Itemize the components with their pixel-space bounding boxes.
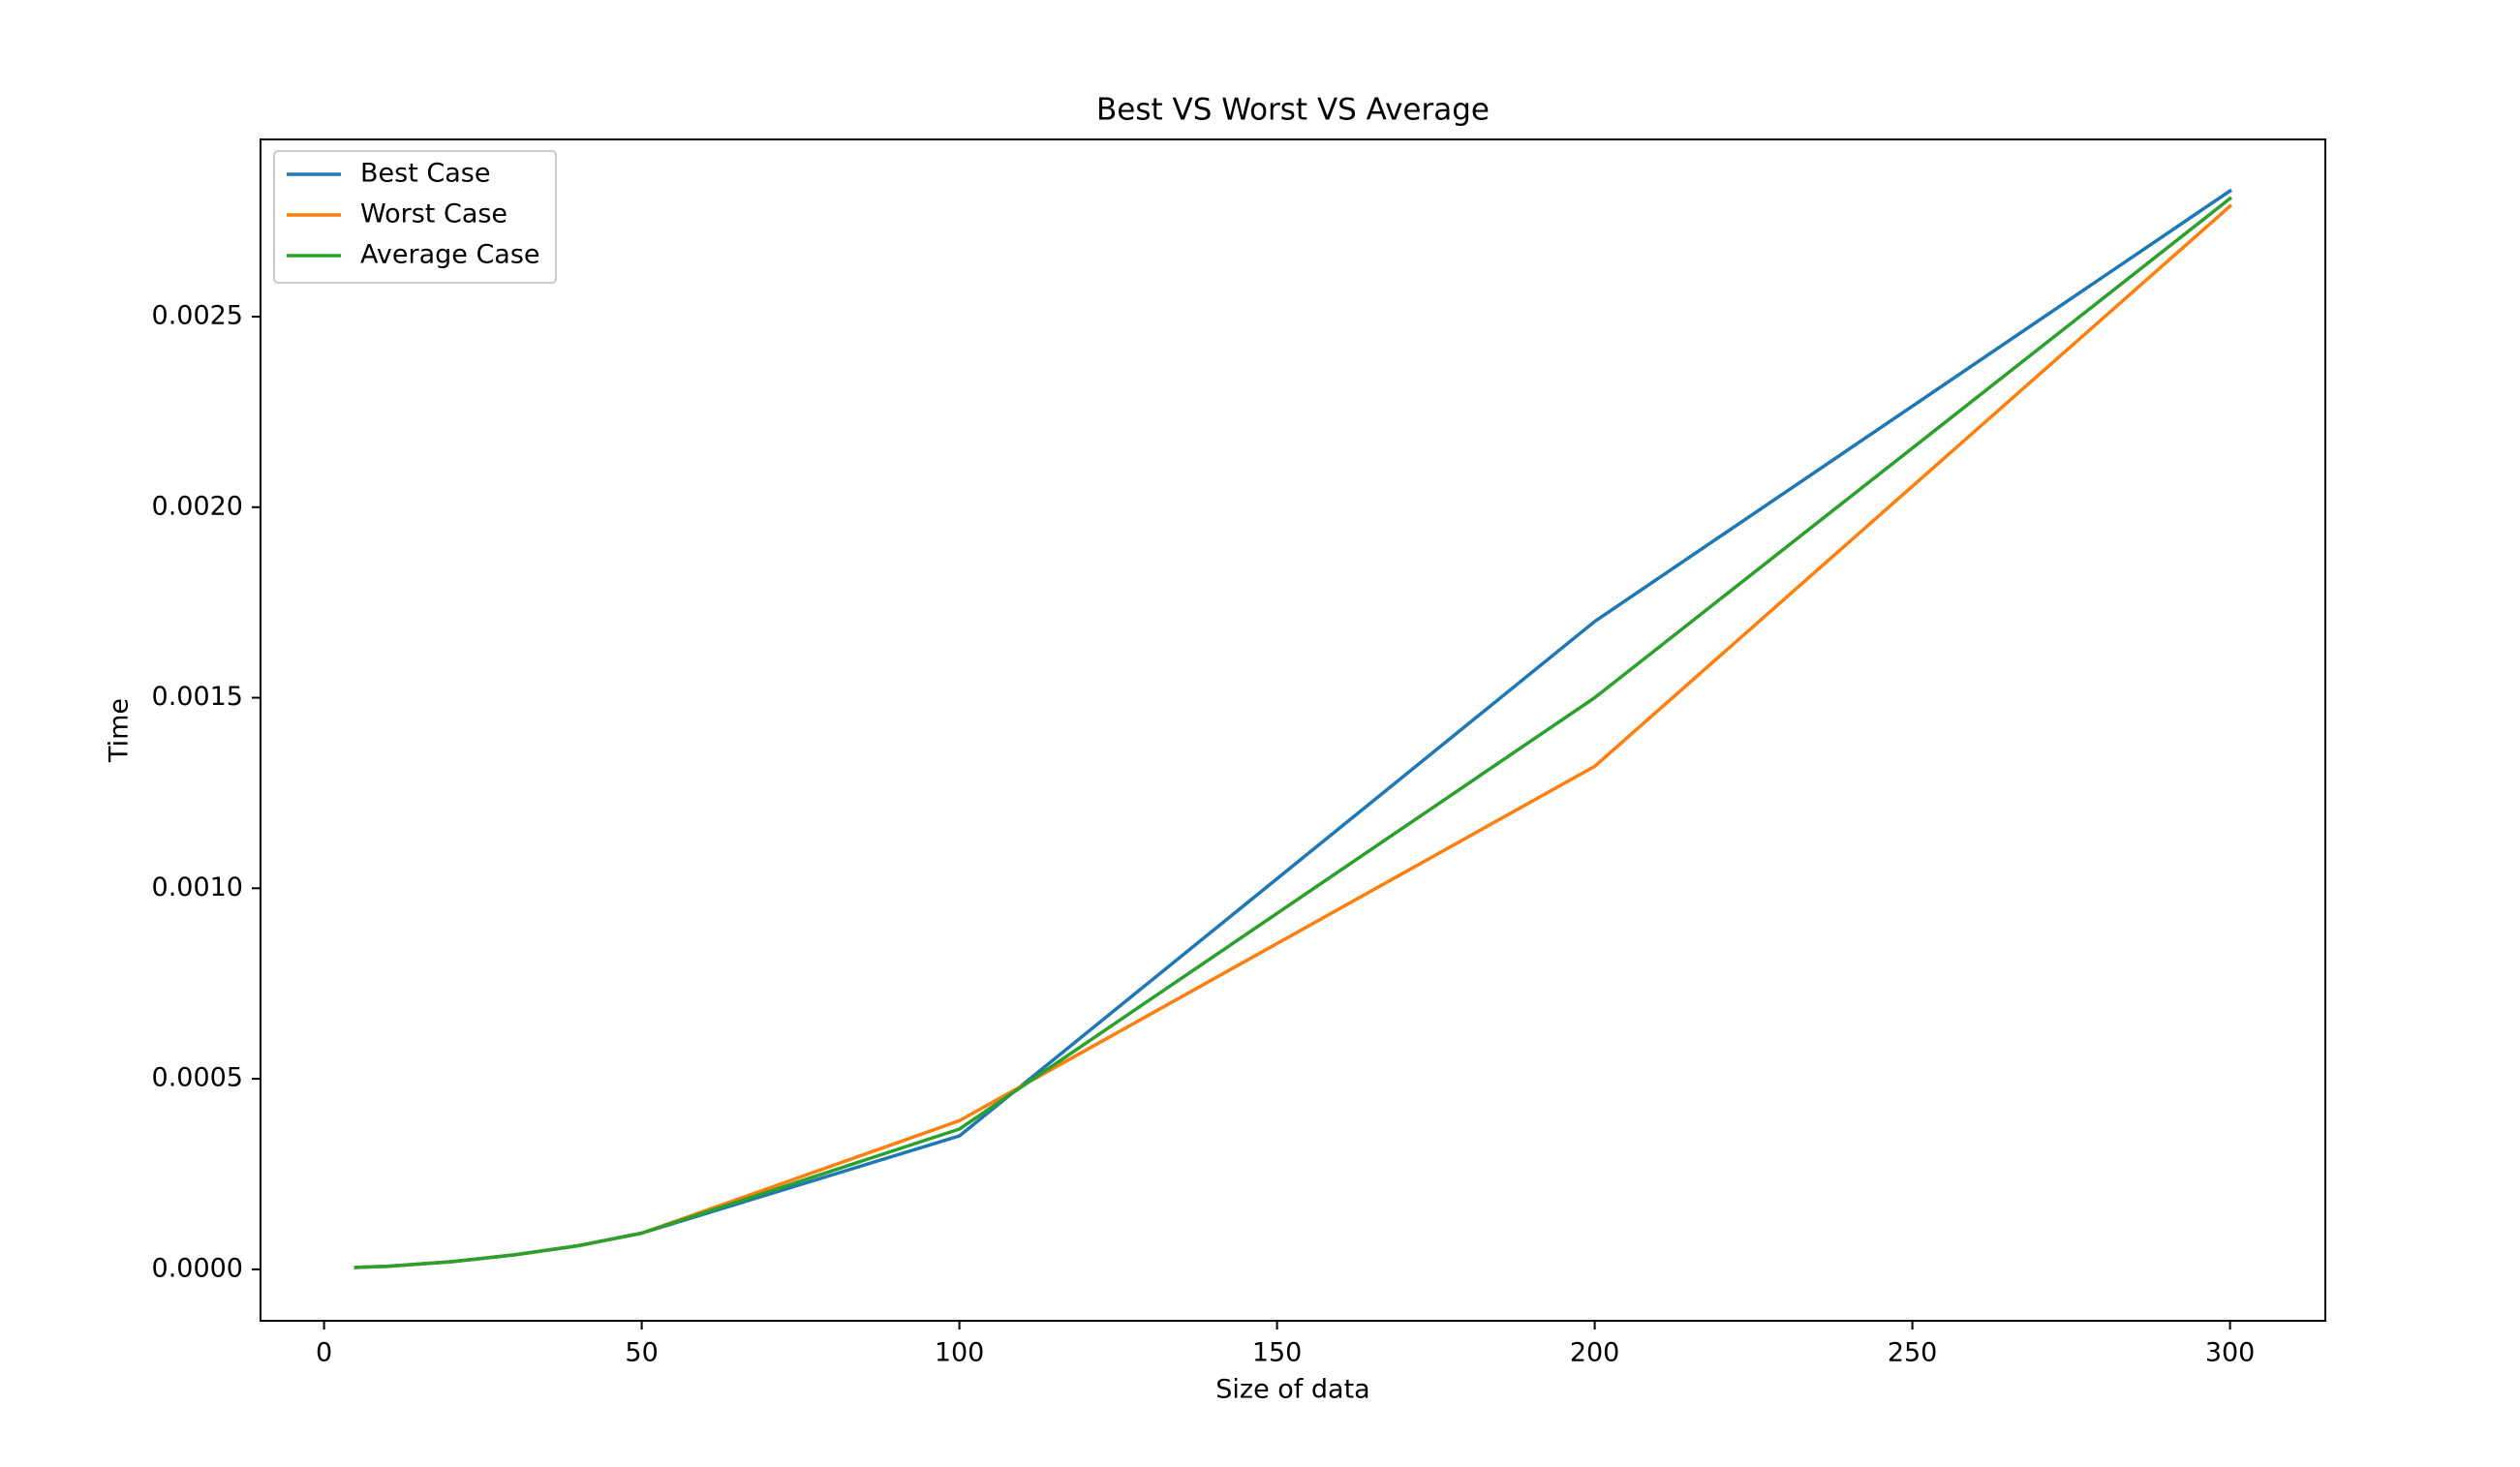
legend-label: Average Case bbox=[360, 240, 540, 270]
y-tick-label: 0.0005 bbox=[152, 1063, 243, 1093]
chart-title: Best VS Worst VS Average bbox=[1096, 93, 1490, 128]
legend-label: Best Case bbox=[360, 159, 490, 189]
x-tick-label: 50 bbox=[625, 1338, 658, 1368]
y-tick-label: 0.0020 bbox=[152, 491, 243, 521]
y-axis: 0.0000 0.0005 0.0010 0.0015 0.0020 0.0025 bbox=[152, 301, 261, 1283]
legend-label: Worst Case bbox=[360, 199, 507, 229]
x-axis: 0 50 100 150 200 250 300 bbox=[316, 1321, 2255, 1368]
x-tick-label: 0 bbox=[316, 1338, 332, 1368]
x-tick-label: 150 bbox=[1252, 1338, 1303, 1368]
y-axis-label: Time bbox=[105, 698, 135, 763]
legend: Best Case Worst Case Average Case bbox=[273, 150, 557, 284]
x-axis-label: Size of data bbox=[1215, 1375, 1369, 1405]
axes-frame bbox=[260, 138, 2326, 1322]
plot-area bbox=[260, 138, 2326, 1322]
y-tick-label: 0.0000 bbox=[152, 1253, 243, 1283]
y-tick-label: 0.0025 bbox=[152, 301, 243, 331]
series-lines bbox=[353, 188, 2233, 1269]
y-tick-label: 0.0015 bbox=[152, 682, 243, 712]
x-tick-label: 300 bbox=[2205, 1338, 2256, 1368]
x-tick-label: 250 bbox=[1888, 1338, 1938, 1368]
series-line-average-case bbox=[353, 196, 2233, 1269]
y-tick-label: 0.0010 bbox=[152, 872, 243, 902]
x-tick-label: 200 bbox=[1570, 1338, 1620, 1368]
x-tick-label: 100 bbox=[935, 1338, 985, 1368]
legend-box bbox=[273, 150, 557, 284]
